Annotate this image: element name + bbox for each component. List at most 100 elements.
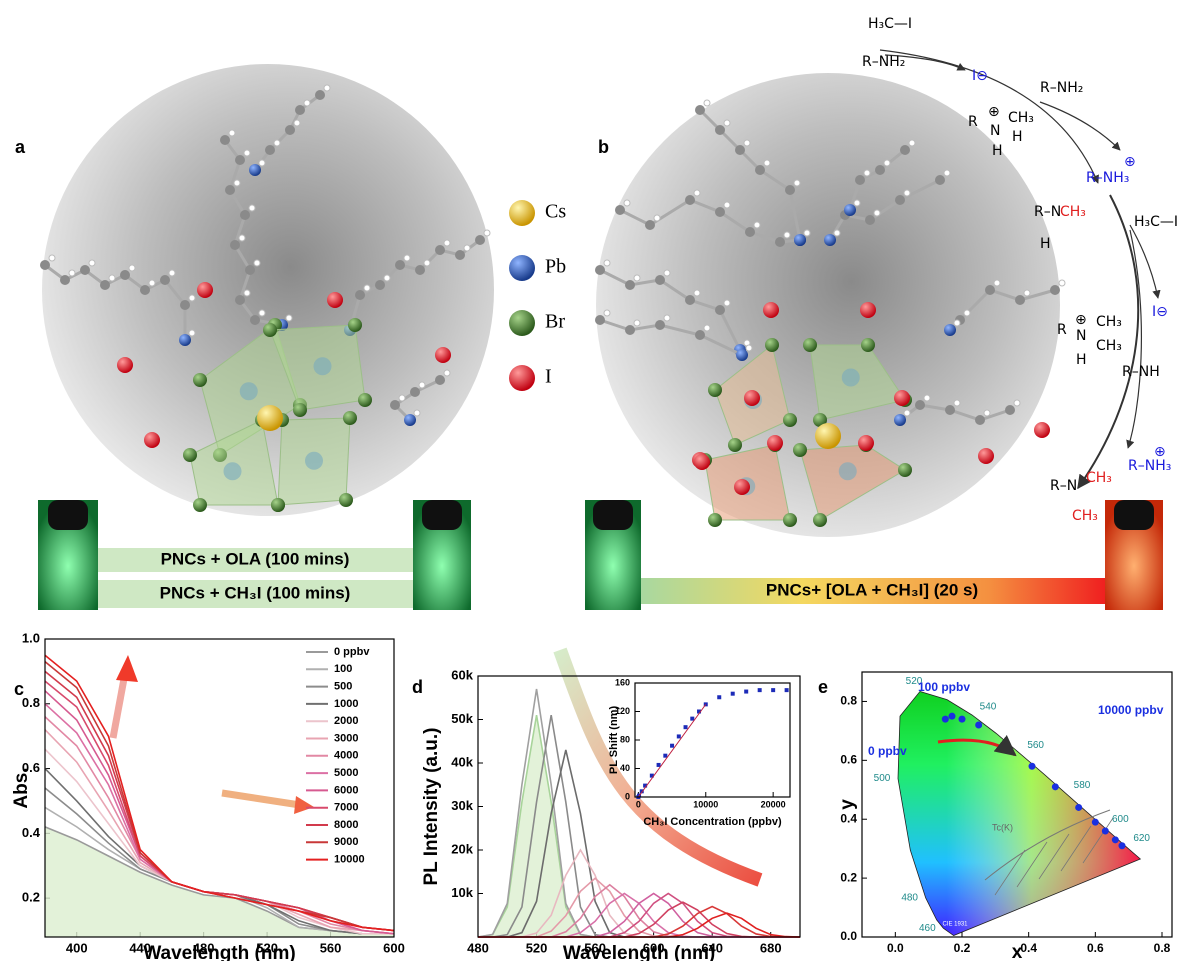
point <box>717 695 722 700</box>
bromine <box>183 448 197 462</box>
hydrogen <box>963 309 971 317</box>
hydrogen <box>483 229 491 237</box>
point <box>676 734 681 739</box>
x-axis-label: x <box>1012 942 1023 961</box>
point <box>784 688 789 693</box>
molecule-bond <box>599 268 742 351</box>
iodine <box>858 435 874 451</box>
y-tick-label: 40k <box>451 754 473 769</box>
carbon <box>265 145 275 155</box>
x-axis-label: CH₃I Concentration (ppbv) <box>643 816 782 828</box>
hydrogen <box>443 239 451 247</box>
carbon <box>695 330 705 340</box>
y-tick-label: 0.8 <box>840 694 857 708</box>
hydrogen <box>633 319 641 327</box>
hydrogen <box>693 289 701 297</box>
carbon <box>120 270 130 280</box>
carbon <box>475 235 485 245</box>
vial-label: PNCs + OLA (100 mins) <box>161 549 350 568</box>
atom-legend-swatch <box>509 255 535 281</box>
panel-label: c <box>14 679 24 699</box>
point <box>1111 836 1119 844</box>
inset-background <box>635 683 790 797</box>
y-tick-label: 0.2 <box>22 890 40 905</box>
atom-legend-label: Cs <box>545 201 566 223</box>
carbon <box>80 265 90 275</box>
iodine <box>763 302 779 318</box>
hydrogen <box>853 199 861 207</box>
legend-label: 500 <box>334 681 352 693</box>
atom-legend-swatch <box>509 200 535 226</box>
legend-label: 0 ppbv <box>334 646 370 658</box>
carbon <box>140 285 150 295</box>
bromine <box>271 498 285 512</box>
x-tick-label: 400 <box>66 940 88 955</box>
hydrogen <box>653 214 661 222</box>
hydrogen <box>68 269 76 277</box>
carbon <box>855 175 865 185</box>
carbon <box>645 220 655 230</box>
carbon <box>245 265 255 275</box>
legend-label: 2000 <box>334 715 358 727</box>
trend-arrow <box>294 796 314 814</box>
scheme-text: ⊕ <box>1075 312 1087 328</box>
hydrogen <box>443 369 451 377</box>
hydrogen <box>943 169 951 177</box>
carbon <box>285 125 295 135</box>
hydrogen <box>423 259 431 267</box>
bromine <box>728 438 742 452</box>
hydrogen <box>753 221 761 229</box>
carbon <box>685 295 695 305</box>
x-tick-label: 600 <box>383 940 405 955</box>
x-tick-label: 680 <box>760 940 782 955</box>
point <box>1051 783 1059 791</box>
y-tick-label: 20k <box>451 841 473 856</box>
area <box>45 826 394 937</box>
carbon <box>390 400 400 410</box>
hydrogen <box>603 259 611 267</box>
bromine <box>793 443 807 457</box>
scheme-text: ⊕ <box>1154 444 1166 460</box>
bromine <box>765 338 779 352</box>
carbon <box>755 165 765 175</box>
carbon <box>685 195 695 205</box>
bromine <box>813 413 827 427</box>
hydrogen <box>703 324 711 332</box>
hydrogen <box>363 284 371 292</box>
atom-legend-swatch <box>509 310 535 336</box>
hydrogen <box>243 289 251 297</box>
scheme-text: ⊕ <box>988 104 1000 120</box>
carbon <box>915 400 925 410</box>
carbon <box>615 205 625 215</box>
point <box>1028 762 1036 770</box>
carbon <box>595 265 605 275</box>
iodine <box>197 282 213 298</box>
y-axis-label: PL Intensity (a.u.) <box>421 727 442 885</box>
x-tick-label: 440 <box>129 940 151 955</box>
x-tick-label: 480 <box>467 940 489 955</box>
wavelength-label: 600 <box>1112 814 1129 825</box>
scheme-text: ⊕ <box>1124 154 1136 170</box>
point <box>771 688 776 693</box>
lead <box>838 462 857 481</box>
bromine <box>263 323 277 337</box>
carbon <box>240 210 250 220</box>
legend-label: 10000 <box>334 854 365 866</box>
plot-frame <box>477 675 801 938</box>
bromine <box>803 338 817 352</box>
x-tick-label: 10000 <box>693 799 718 809</box>
carbon <box>230 240 240 250</box>
y-tick-label: 0.6 <box>840 753 857 767</box>
bromine <box>293 403 307 417</box>
reaction-arrows <box>879 49 1161 490</box>
hydrogen <box>273 139 281 147</box>
x-tick-label: 600 <box>643 940 665 955</box>
hydrogen <box>168 269 176 277</box>
chart: 10k 20k 30k 40k 50k 60k 480 520 560 600 640 680 Wave… <box>421 667 801 961</box>
scheme-text: CH₃ <box>1008 110 1034 126</box>
y-tick-label: 160 <box>615 677 630 687</box>
scheme-text: H₃C—I <box>868 16 912 32</box>
x-tick-label: 480 <box>193 940 215 955</box>
molecule-bond <box>848 148 906 211</box>
hydrogen <box>723 201 731 209</box>
